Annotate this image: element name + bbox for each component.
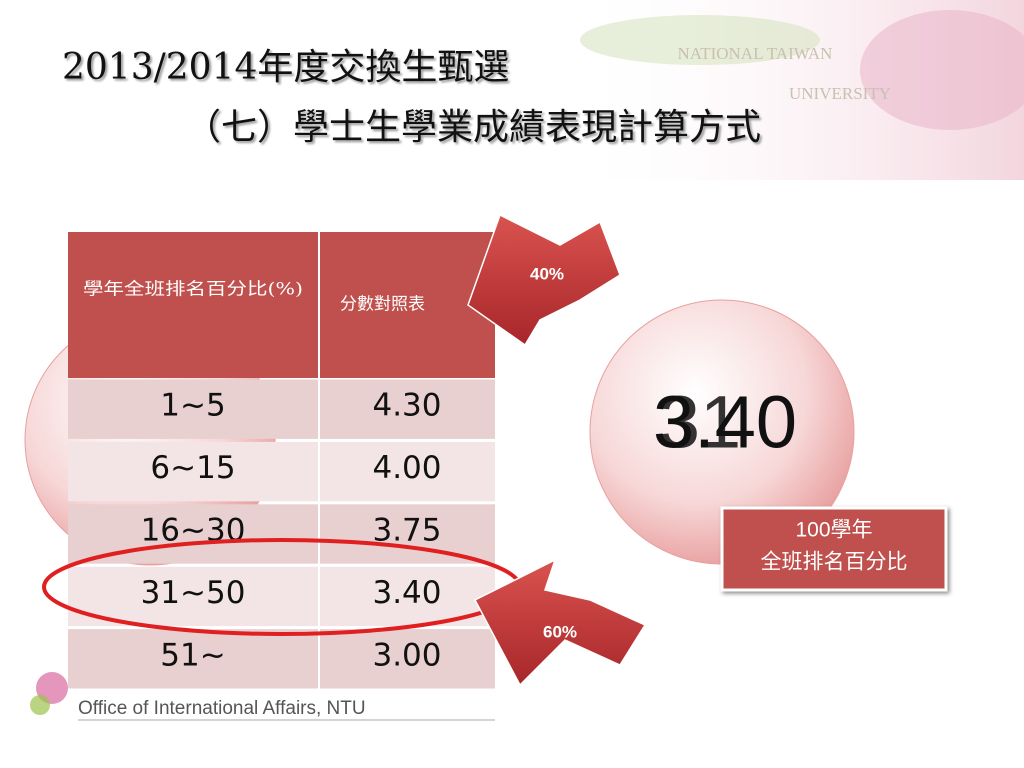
cell-text: 1~5 bbox=[160, 388, 225, 424]
flower bbox=[860, 10, 1024, 130]
table-cell bbox=[320, 504, 495, 564]
cell-text: 4.30 bbox=[372, 388, 441, 424]
circle-text: 31 bbox=[659, 381, 741, 464]
arrow-label: 40% bbox=[530, 264, 564, 283]
arrow bbox=[473, 558, 647, 687]
table-cell bbox=[68, 566, 318, 627]
circle-text: 3.40 bbox=[653, 381, 797, 464]
arrow-label: 60% bbox=[543, 622, 577, 641]
watermark: UNIVERSITY bbox=[789, 84, 891, 103]
header-cell bbox=[68, 232, 318, 378]
title-line: 2013/2014年度交換生甄選 bbox=[62, 47, 509, 88]
table-cell bbox=[68, 379, 318, 439]
cell-text: 3.00 bbox=[372, 637, 441, 673]
table-cell bbox=[320, 629, 495, 689]
callout-text: 100學年 bbox=[795, 519, 872, 542]
table-cell bbox=[320, 379, 495, 439]
header-text: 分數對照表 bbox=[340, 295, 425, 315]
table-cell bbox=[68, 441, 318, 502]
table-cell bbox=[320, 441, 495, 502]
header-text: 學年全班排名百分比(%) bbox=[83, 280, 303, 300]
cell-text: 6~15 bbox=[150, 450, 235, 486]
logo-mark bbox=[30, 695, 50, 715]
cell-text: 4.00 bbox=[372, 450, 441, 486]
logo-text: Office of International Affairs, NTU bbox=[78, 698, 366, 719]
header-cell bbox=[320, 232, 495, 378]
cell-text: 31~50 bbox=[141, 575, 246, 611]
arrow bbox=[467, 213, 621, 347]
cell-text: 3.40 bbox=[372, 575, 441, 611]
cell-text: 51~ bbox=[160, 637, 225, 673]
table-cell bbox=[68, 629, 318, 689]
callout-text: 全班排名百分比 bbox=[761, 551, 908, 574]
watermark: NATIONAL TAIWAN bbox=[678, 44, 833, 63]
leaf bbox=[580, 15, 820, 65]
callout-box bbox=[720, 506, 948, 592]
title-line: （七）學士生學業成績表現計算方式 bbox=[185, 107, 761, 148]
